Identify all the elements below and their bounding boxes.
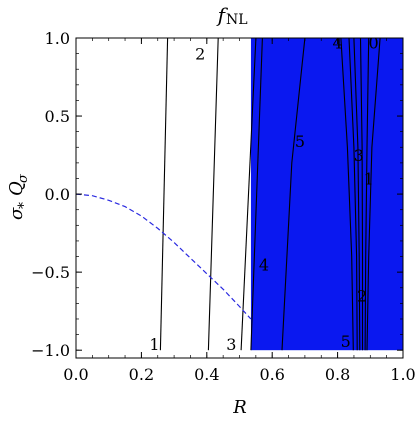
contour-label-10: 5 (341, 332, 351, 351)
shaded-region (250, 38, 403, 351)
y-tick-label-4: 1.0 (45, 29, 70, 48)
contour-label-9: 2 (357, 287, 367, 306)
contour-label-4: 5 (295, 132, 305, 151)
contour-line-5-4 (281, 38, 306, 351)
contour-label-7: 3 (354, 146, 364, 165)
contour-label-2: 3 (226, 335, 236, 354)
y-axis-title-q: Q (6, 181, 27, 196)
contour-line-3-2 (240, 38, 257, 351)
x-tick-label-0: 0.0 (63, 365, 88, 384)
x-tick-label-4: 0.8 (325, 365, 350, 384)
contour-line-1-9 (364, 38, 370, 351)
contour-label-6: 0 (368, 34, 378, 53)
contour-label-0: 1 (149, 335, 159, 354)
x-axis: 0.0 0.2 0.4 0.6 0.8 1.0 (63, 38, 415, 384)
contour-line-4-6 (348, 38, 358, 351)
contour-line-4-3 (250, 38, 263, 351)
y-tick-label-0: −1.0 (31, 341, 70, 360)
contour-label-5: 4 (333, 34, 343, 53)
x-axis-title: R (232, 397, 247, 418)
x-tick-label-3: 0.6 (259, 365, 284, 384)
y-axis: −1.0 −0.5 0.0 0.5 1.0 (31, 29, 403, 360)
y-tick-label-2: 0.0 (45, 185, 70, 204)
x-tick-label-5: 1.0 (390, 365, 415, 384)
contour-line-2-1 (207, 38, 219, 351)
y-axis-title: σ * Q σ (6, 173, 32, 220)
y-axis-title-sigma: σ (6, 207, 27, 220)
contour-label-8: 1 (364, 169, 374, 188)
y-tick-label-3: 0.5 (45, 107, 70, 126)
y-axis-title-qsub: σ (16, 173, 31, 183)
contour-line-5-5 (340, 38, 354, 351)
contour-line-0-10 (366, 38, 381, 351)
contour-line-1-0 (159, 38, 169, 351)
contour-line-3-7 (353, 38, 361, 351)
contour-label-1: 2 (195, 45, 205, 64)
x-tick-label-2: 0.4 (194, 365, 219, 384)
contour-label-3: 4 (259, 255, 269, 274)
y-tick-label-1: −0.5 (31, 263, 70, 282)
contour-line-2-8 (359, 38, 364, 351)
chart-title: f NL (216, 3, 248, 28)
title-subscript: NL (226, 12, 248, 28)
y-axis-title-star: * (16, 202, 32, 209)
x-tick-label-1: 0.2 (129, 365, 154, 384)
